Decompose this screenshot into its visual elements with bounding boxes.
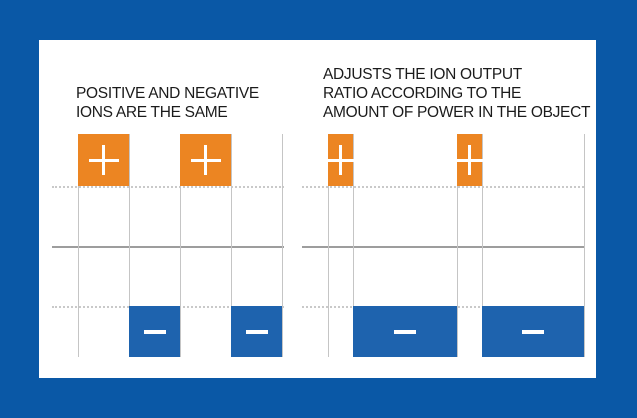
top-threshold-line <box>302 186 584 188</box>
negative-ion-bar <box>231 306 282 357</box>
adjusted-ion-output-chart <box>302 134 585 357</box>
negative-ion-bar <box>482 306 584 357</box>
vertical-gridline <box>129 134 130 357</box>
plus-icon <box>325 145 356 175</box>
title-line: ADJUSTS THE ION OUTPUT <box>323 66 522 83</box>
title-line: RATIO ACCORDING TO THE <box>323 85 522 102</box>
vertical-gridline <box>231 134 232 357</box>
left-chart-title: POSITIVE AND NEGATIVE IONS ARE THE SAME <box>76 84 259 122</box>
negative-ion-bar <box>353 306 457 357</box>
positive-ion-bar <box>325 134 356 186</box>
plus-icon <box>454 145 485 175</box>
right-chart-title: ADJUSTS THE ION OUTPUT RATIO ACCORDING T… <box>323 65 590 122</box>
equal-ion-output-chart <box>52 134 284 357</box>
zero-axis-line <box>52 246 284 248</box>
vertical-gridline <box>328 134 329 357</box>
minus-icon <box>394 329 416 334</box>
title-line: AMOUNT OF POWER IN THE OBJECT <box>323 104 591 121</box>
title-line: POSITIVE AND NEGATIVE <box>76 85 259 102</box>
top-threshold-line <box>52 186 284 188</box>
vertical-gridline <box>78 134 79 357</box>
vertical-gridline <box>457 134 458 357</box>
title-line: IONS ARE THE SAME <box>76 104 228 121</box>
vertical-gridline <box>482 134 483 357</box>
vertical-gridline <box>282 134 283 357</box>
diagram-panel: POSITIVE AND NEGATIVE IONS ARE THE SAME … <box>39 40 596 378</box>
vertical-gridline <box>584 134 585 357</box>
plus-icon <box>190 145 221 175</box>
positive-ion-bar <box>454 134 485 186</box>
vertical-gridline <box>180 134 181 357</box>
minus-icon <box>522 329 544 334</box>
positive-ion-bar <box>78 134 129 186</box>
minus-icon <box>143 329 166 334</box>
vertical-gridline <box>353 134 354 357</box>
positive-ion-bar <box>180 134 231 186</box>
plus-icon <box>88 145 119 175</box>
zero-axis-line <box>302 246 584 248</box>
minus-icon <box>245 329 268 334</box>
negative-ion-bar <box>129 306 180 357</box>
